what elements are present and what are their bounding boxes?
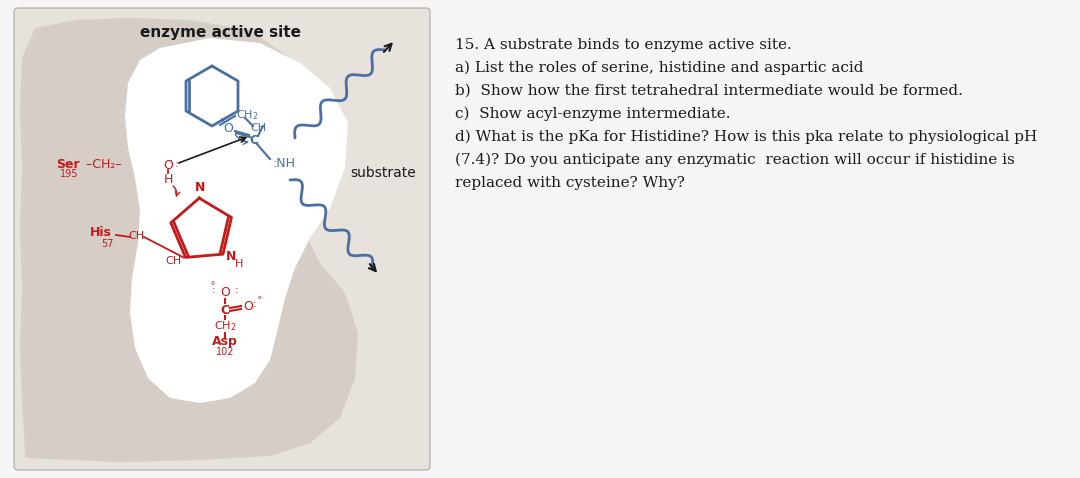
Text: enzyme active site: enzyme active site: [139, 25, 300, 40]
Text: 102: 102: [216, 347, 234, 357]
FancyArrowPatch shape: [235, 134, 247, 144]
Text: :: :: [212, 285, 215, 295]
Text: :NH: :NH: [272, 156, 295, 170]
Text: C: C: [220, 304, 230, 316]
Text: N: N: [195, 181, 205, 194]
Text: C: C: [249, 133, 258, 146]
Text: Asp: Asp: [212, 336, 238, 348]
Text: N: N: [226, 250, 237, 262]
Text: 57: 57: [102, 239, 114, 249]
Text: 195: 195: [59, 169, 78, 179]
Text: His: His: [90, 226, 112, 239]
Text: Ser: Ser: [56, 157, 80, 171]
Polygon shape: [21, 18, 357, 462]
Text: CH: CH: [165, 256, 181, 266]
Text: CH$_2$: CH$_2$: [214, 319, 237, 333]
Text: a) List the roles of serine, histidine and aspartic acid: a) List the roles of serine, histidine a…: [455, 61, 864, 76]
Text: H: H: [163, 173, 173, 185]
Text: O: O: [220, 286, 230, 300]
Text: –CH₂–: –CH₂–: [82, 157, 122, 171]
Text: d) What is the pKa for Histidine? How is this pka relate to physiological pH: d) What is the pKa for Histidine? How is…: [455, 130, 1037, 144]
Text: CH: CH: [249, 123, 266, 133]
Text: ∘: ∘: [210, 278, 216, 288]
Text: replaced with cysteine? Why?: replaced with cysteine? Why?: [455, 176, 685, 190]
FancyArrowPatch shape: [173, 186, 179, 196]
Text: b)  Show how the first tetrahedral intermediate would be formed.: b) Show how the first tetrahedral interm…: [455, 84, 963, 98]
Text: 15. A substrate binds to enzyme active site.: 15. A substrate binds to enzyme active s…: [455, 38, 792, 52]
Text: CH: CH: [129, 231, 144, 241]
Text: :: :: [235, 285, 239, 295]
Text: ∘: ∘: [257, 293, 262, 303]
FancyBboxPatch shape: [14, 8, 430, 470]
Text: c)  Show acyl-enzyme intermediate.: c) Show acyl-enzyme intermediate.: [455, 107, 730, 121]
Text: :: :: [175, 159, 178, 169]
Text: (7.4)? Do you anticipate any enzymatic  reaction will occur if histidine is: (7.4)? Do you anticipate any enzymatic r…: [455, 153, 1015, 167]
Text: substrate: substrate: [350, 166, 416, 180]
Polygon shape: [125, 38, 348, 403]
Text: H: H: [235, 259, 243, 269]
Text: °: °: [218, 118, 224, 128]
Text: O: O: [224, 121, 233, 134]
Text: Ö: Ö: [163, 159, 173, 172]
Text: O: O: [243, 301, 253, 314]
Text: :: :: [253, 299, 256, 309]
Text: CH$_2$: CH$_2$: [237, 108, 258, 122]
